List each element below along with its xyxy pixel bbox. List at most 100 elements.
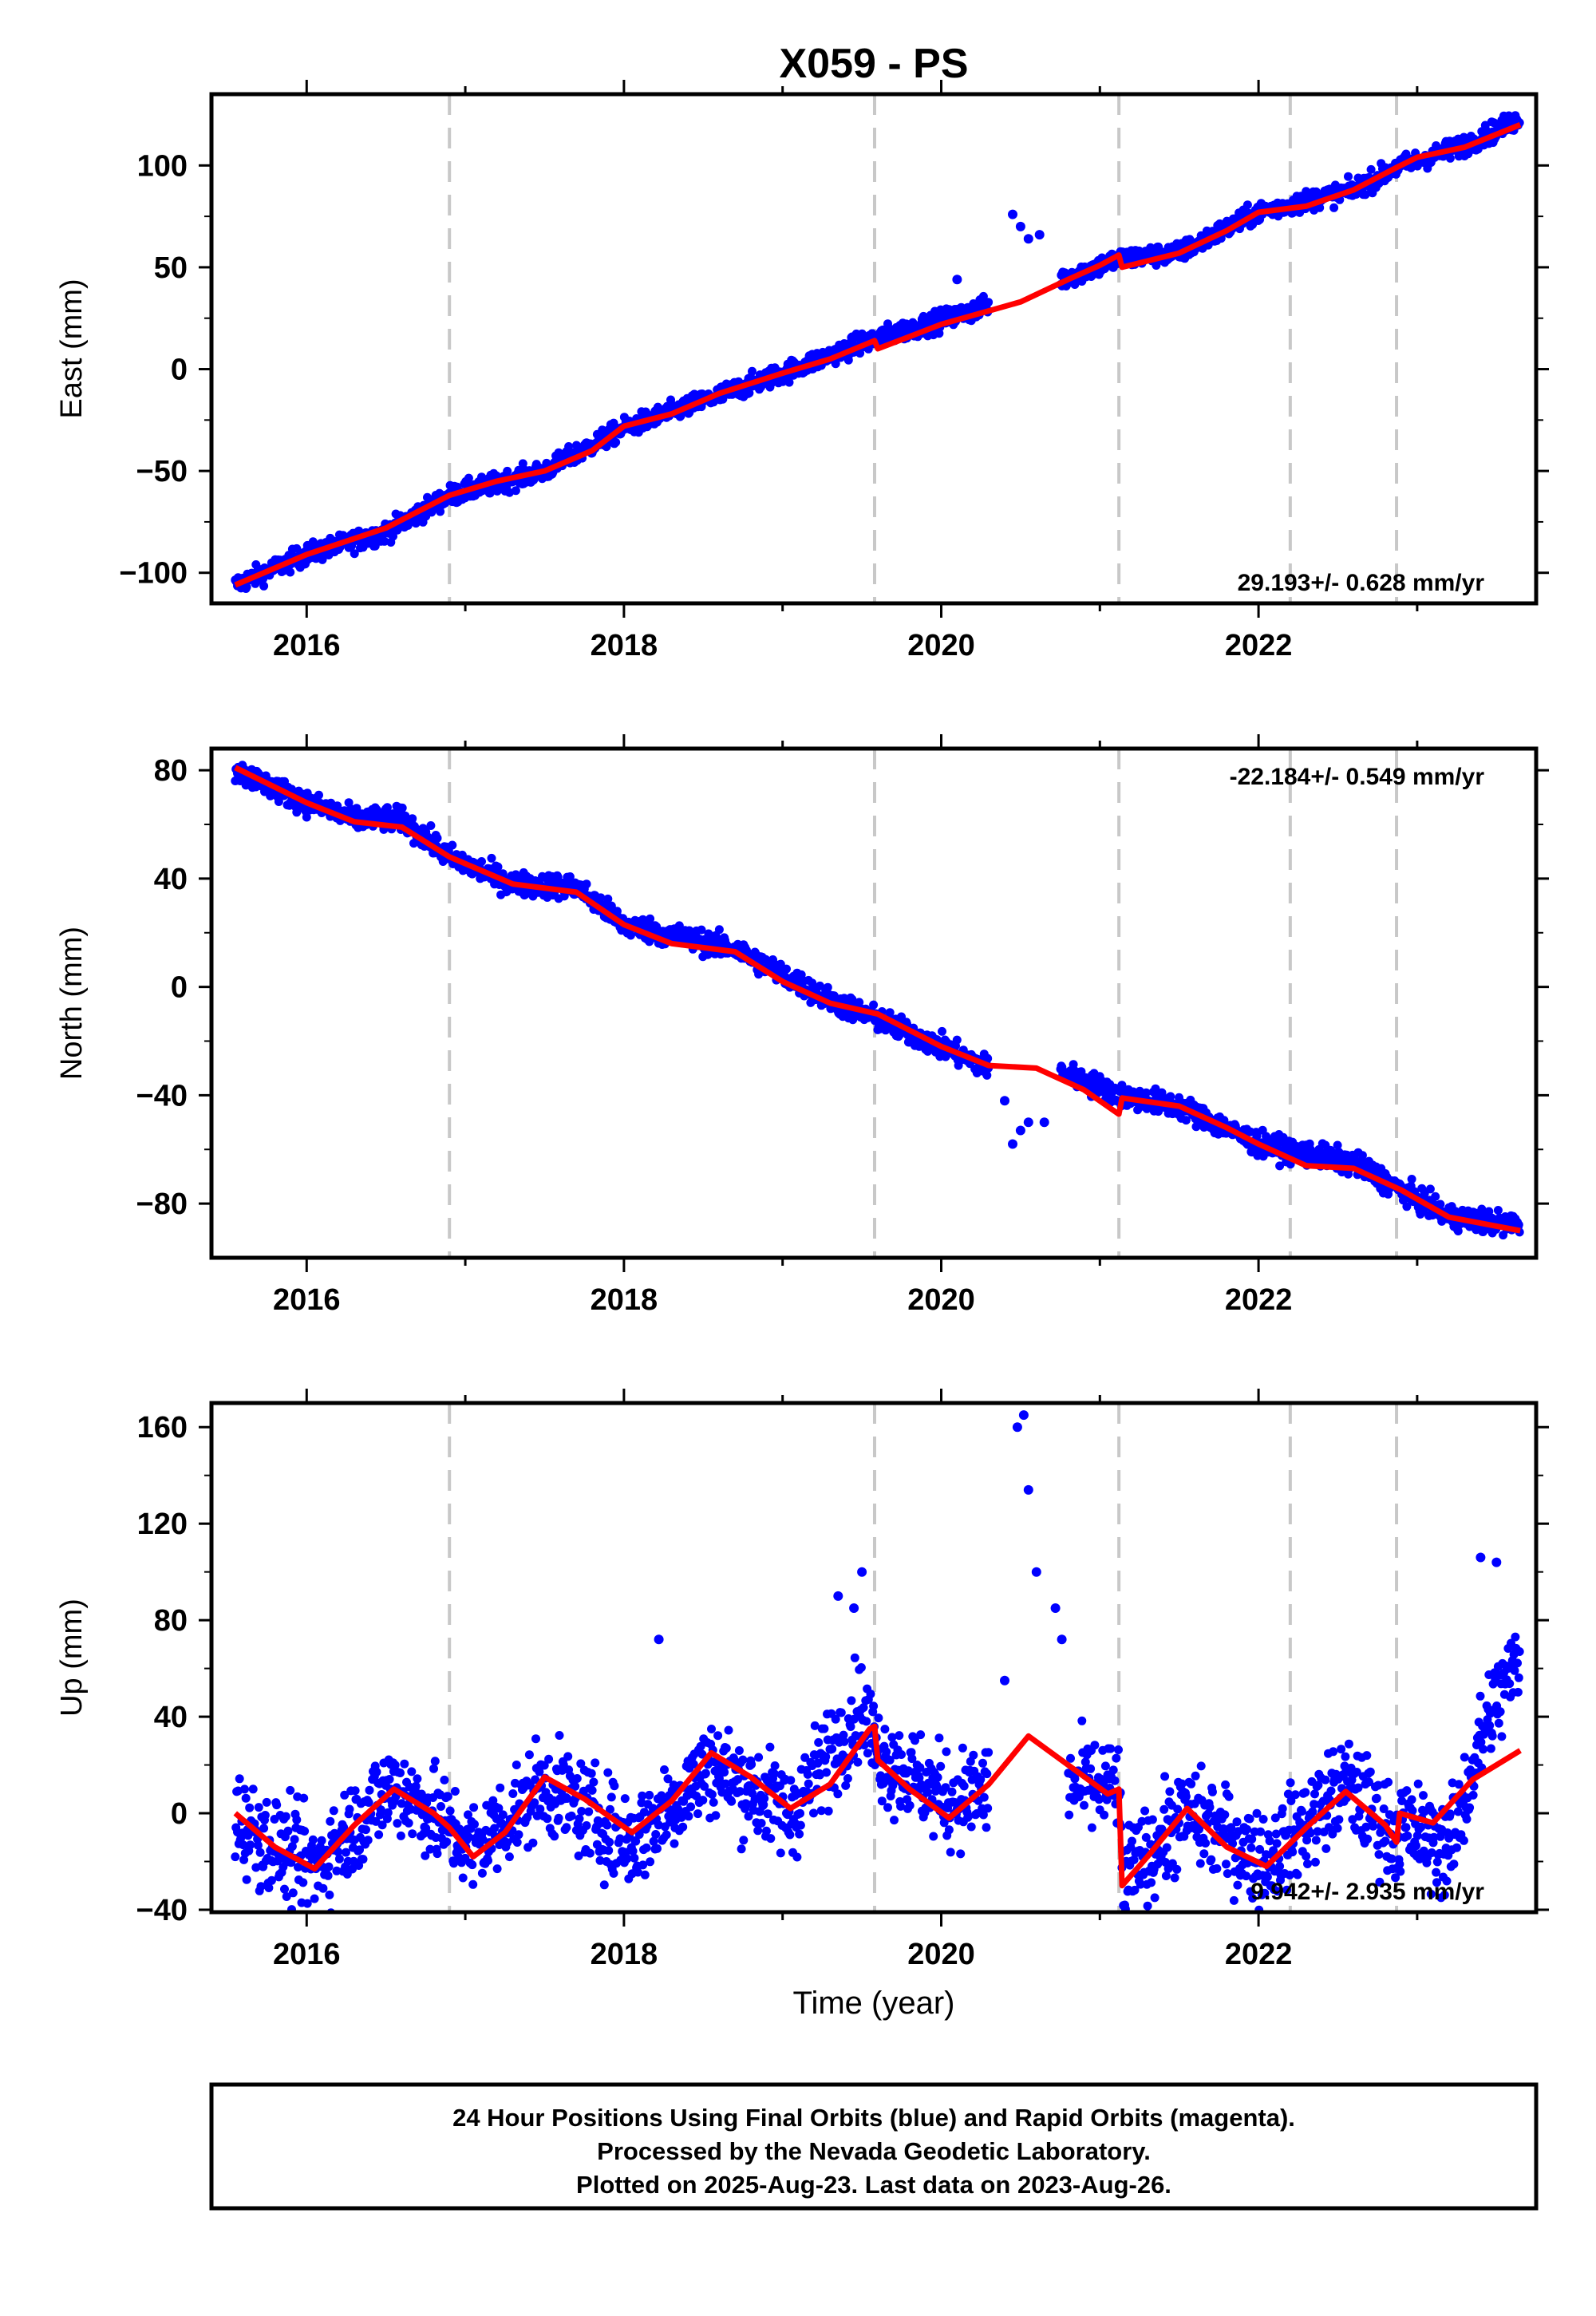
data-point — [739, 1836, 749, 1845]
data-point — [717, 1788, 727, 1797]
data-point — [514, 1830, 523, 1840]
data-point — [1314, 1780, 1323, 1790]
data-point — [1479, 1227, 1488, 1236]
data-point — [317, 1836, 326, 1845]
outlier-point — [1000, 1096, 1009, 1106]
data-point — [404, 1818, 413, 1828]
data-point — [700, 1781, 709, 1791]
data-point — [1112, 1753, 1121, 1763]
data-point — [820, 1724, 829, 1733]
data-point — [833, 1789, 843, 1799]
data-point — [982, 1070, 992, 1080]
data-point — [610, 1781, 619, 1791]
data-point — [646, 1857, 655, 1867]
data-point — [651, 1830, 661, 1839]
data-point — [1252, 1808, 1262, 1818]
data-point — [314, 790, 323, 800]
data-point — [649, 1836, 658, 1846]
data-point — [1273, 1887, 1282, 1896]
data-point — [859, 1703, 868, 1713]
data-point — [1290, 1790, 1300, 1800]
data-point — [1308, 1807, 1317, 1816]
data-point — [254, 1803, 263, 1812]
data-point — [587, 1769, 596, 1778]
data-point — [831, 1714, 840, 1724]
data-point — [443, 1792, 452, 1801]
data-point — [518, 459, 527, 468]
data-point — [745, 1780, 754, 1790]
x-tick-label: 2018 — [591, 629, 658, 662]
data-point — [936, 1761, 946, 1771]
data-point — [800, 1753, 810, 1762]
data-point — [678, 1822, 688, 1832]
data-point — [342, 1848, 350, 1857]
data-point — [245, 1803, 255, 1812]
data-point — [1286, 1796, 1296, 1805]
data-point — [916, 1730, 926, 1740]
data-point — [308, 1835, 318, 1844]
data-point — [863, 1749, 872, 1758]
data-point — [670, 1839, 679, 1848]
data-point — [622, 1854, 632, 1863]
data-point — [897, 1750, 906, 1759]
data-point — [1246, 1843, 1256, 1852]
data-point — [1065, 1810, 1074, 1820]
data-point — [503, 1838, 512, 1848]
data-point — [281, 1812, 290, 1821]
y-tick-label: 100 — [137, 149, 188, 183]
data-point — [1162, 1843, 1171, 1852]
data-point — [411, 1781, 421, 1791]
data-point — [880, 1725, 890, 1734]
data-point — [839, 1737, 849, 1746]
data-point — [1310, 1789, 1319, 1799]
data-point — [1207, 1855, 1216, 1864]
data-point — [698, 1796, 708, 1805]
y-tick-label: 80 — [154, 754, 188, 788]
data-point — [1269, 1846, 1278, 1856]
outlier-point — [1023, 1117, 1033, 1128]
data-point — [795, 1829, 804, 1839]
data-point — [539, 1761, 549, 1770]
data-point — [1282, 1885, 1292, 1895]
data-point — [804, 1779, 813, 1788]
data-point — [1262, 1872, 1272, 1882]
data-point — [241, 1793, 251, 1803]
data-point — [907, 1754, 917, 1764]
east-axis-label: East (mm) — [55, 279, 89, 418]
data-point — [524, 1750, 534, 1760]
data-point — [1313, 1827, 1322, 1836]
data-point — [747, 1760, 757, 1769]
data-point — [458, 1873, 468, 1883]
data-point — [348, 1864, 357, 1874]
data-point — [976, 1775, 986, 1784]
east-points — [231, 111, 1524, 593]
data-point — [657, 1791, 666, 1800]
data-point — [1150, 1893, 1159, 1903]
data-point — [745, 389, 754, 397]
data-point — [1303, 1860, 1312, 1868]
data-point — [239, 1855, 249, 1864]
data-point — [983, 1053, 993, 1063]
data-point — [1108, 1765, 1118, 1775]
data-point — [385, 1775, 394, 1784]
data-point — [1366, 164, 1376, 174]
data-point — [803, 1769, 812, 1779]
data-point — [283, 1826, 293, 1836]
data-point — [748, 366, 757, 376]
data-point — [260, 1811, 270, 1820]
data-point — [642, 1843, 651, 1852]
data-point — [421, 1824, 431, 1833]
data-point — [713, 1731, 723, 1741]
data-point — [662, 1830, 671, 1840]
data-point — [1233, 1880, 1242, 1890]
data-point — [959, 1781, 969, 1791]
outlier-point — [1015, 1125, 1025, 1136]
data-point — [246, 1840, 255, 1850]
data-point — [847, 1696, 856, 1705]
data-point — [640, 1870, 650, 1879]
data-point — [468, 1879, 478, 1889]
data-point — [584, 1807, 594, 1816]
data-point — [433, 833, 442, 843]
